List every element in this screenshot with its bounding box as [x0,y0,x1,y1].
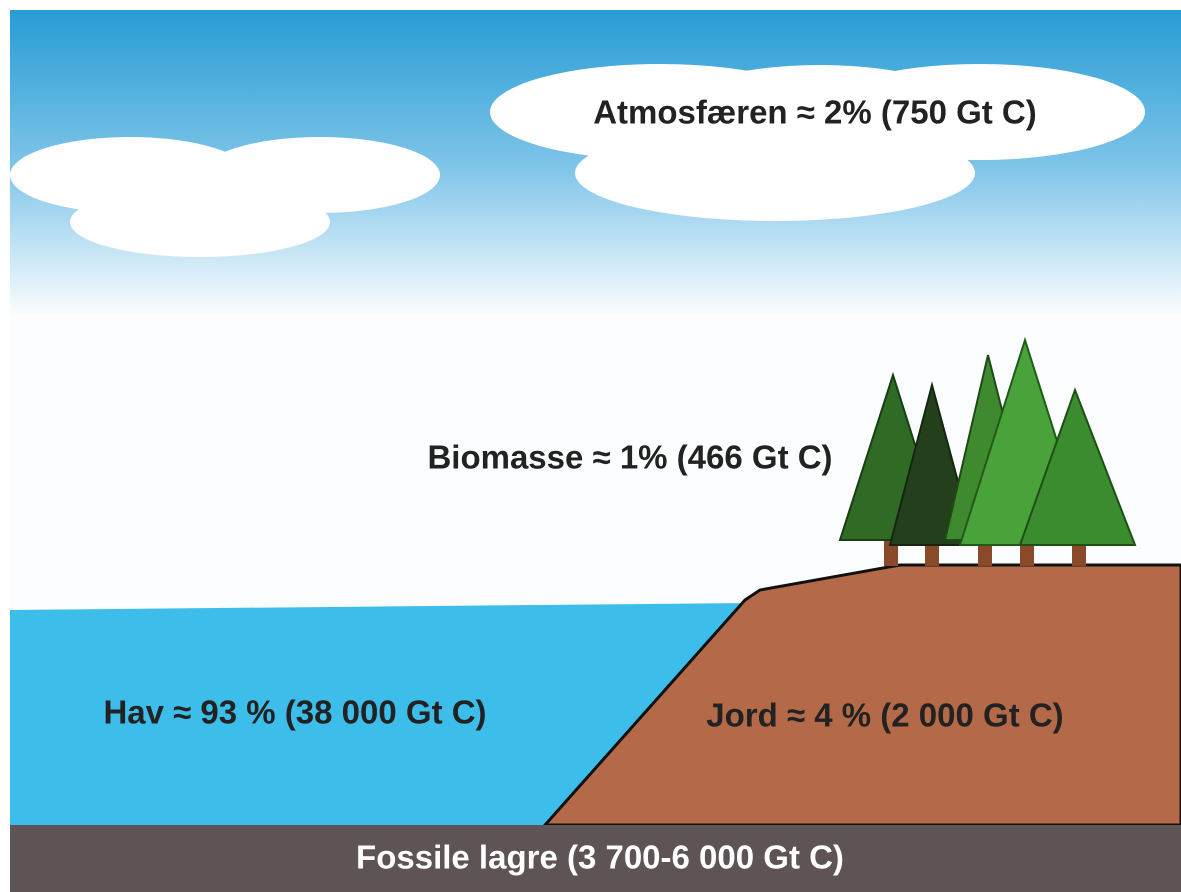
biomass-label: Biomasse ≈ 1% (466 Gt C) [427,439,832,476]
ocean-label: Hav ≈ 93 % (38 000 Gt C) [103,694,486,731]
diagram: Atmosfæren ≈ 2% (750 Gt C) Biomasse ≈ 1%… [0,0,1181,892]
soil-label: Jord ≈ 4 % (2 000 Gt C) [706,697,1063,734]
atmosphere-label: Atmosfæren ≈ 2% (750 Gt C) [593,94,1037,131]
fossil-label: Fossile lagre (3 700-6 000 Gt C) [356,839,844,876]
